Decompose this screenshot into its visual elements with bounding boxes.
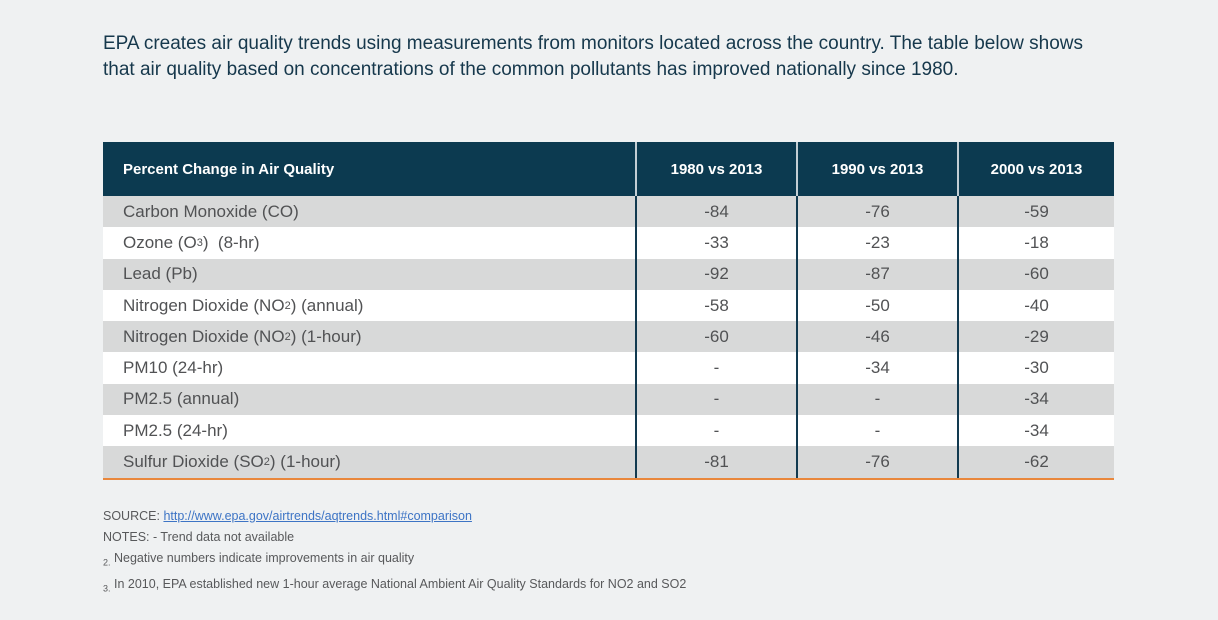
row-label: Sulfur Dioxide (SO 2) (1-hour) [123, 452, 341, 472]
source-line: SOURCE: http://www.epa.gov/airtrends/aqt… [103, 506, 686, 527]
value-cell: -40 [957, 289, 1114, 322]
value-cell: -33 [635, 227, 796, 259]
row-label: Ozone (O 3) (8-hr) [123, 232, 260, 252]
value-cell: - [635, 415, 796, 447]
row-label-suffix: ) (1-hour) [290, 326, 362, 346]
note-3: 3. In 2010, EPA established new 1-hour a… [103, 574, 686, 600]
value-cell: -23 [796, 227, 957, 259]
table-row: PM2.5 (24-hr) - - -34 [103, 415, 1114, 447]
value-cell: -84 [635, 196, 796, 228]
row-label-text: Ozone (O [123, 232, 197, 252]
table-row: Ozone (O 3) (8-hr) -33 -23 -18 [103, 227, 1114, 259]
note-3-text: In 2010, EPA established new 1-hour aver… [110, 576, 687, 591]
header-cell-1990-vs-2013: 1990 vs 2013 [796, 142, 957, 196]
value-cell: -29 [957, 321, 1114, 353]
row-label-text: PM10 (24-hr) [123, 358, 224, 378]
value-cell: -76 [796, 446, 957, 478]
footer-notes: SOURCE: http://www.epa.gov/airtrends/aqt… [103, 506, 686, 599]
value-cell: -81 [635, 446, 796, 478]
row-label: Carbon Monoxide (CO) [103, 196, 635, 227]
intro-text: EPA creates air quality trends using mea… [103, 33, 1084, 80]
row-label: Lead (Pb) [103, 259, 635, 290]
value-cell: -87 [796, 258, 957, 290]
notes-line: NOTES: - Trend data not available [103, 530, 295, 544]
table-row: Lead (Pb) -92 -87 -60 [103, 258, 1114, 290]
row-label-text: Nitrogen Dioxide (NO [123, 326, 285, 346]
row-label: PM2.5 (24-hr) [103, 415, 635, 446]
value-cell: -34 [957, 415, 1114, 447]
table-header-row: Percent Change in Air Quality 1980 vs 20… [103, 142, 1114, 196]
value-cell: - [796, 415, 957, 447]
note-2-text: Negative numbers indicate improvements i… [110, 551, 415, 565]
row-label-text: PM2.5 (annual) [123, 389, 240, 409]
note-2: 2. Negative numbers indicate improvement… [103, 548, 686, 574]
value-cell: -76 [796, 196, 957, 228]
air-quality-table: Percent Change in Air Quality 1980 vs 20… [103, 142, 1114, 480]
header-cell-2000-vs-2013: 2000 vs 2013 [957, 142, 1114, 196]
value-cell: -34 [957, 383, 1114, 416]
row-label-text: Sulfur Dioxide (SO [123, 452, 264, 472]
row-label-suffix: ) (8-hr) [202, 232, 260, 252]
note-2-marker: 2. [103, 557, 111, 568]
header-cell-pollutant: Percent Change in Air Quality [123, 160, 335, 178]
note-3-marker: 3. [103, 583, 111, 593]
table-row: Nitrogen Dioxide (NO 2) (annual) -58 -50 … [103, 289, 1114, 322]
row-label-text: PM2.5 (24-hr) [123, 420, 228, 440]
value-cell: - [635, 352, 796, 384]
row-label: PM2.5 (annual) [103, 384, 635, 415]
row-label-text: Lead (Pb) [123, 264, 198, 284]
value-cell: -59 [957, 196, 1114, 228]
value-cell: -60 [635, 321, 796, 353]
header-cell-1980-vs-2013: 1980 vs 2013 [635, 142, 796, 196]
value-cell: -18 [957, 227, 1114, 259]
source-label: SOURCE: [103, 509, 164, 523]
row-label-suffix: ) (annual) [290, 295, 364, 315]
value-cell: -30 [957, 352, 1114, 384]
value-cell: -58 [635, 289, 796, 322]
table-row: Carbon Monoxide (CO) -84 -76 -59 [103, 196, 1114, 228]
value-cell: -46 [796, 321, 957, 353]
value-cell: -50 [796, 289, 957, 322]
table-row: Sulfur Dioxide (SO 2) (1-hour) -81 -76 -6… [103, 446, 1114, 478]
table-row: Nitrogen Dioxide (NO 2) (1-hour) -60 -46 … [103, 321, 1114, 353]
value-cell: - [635, 383, 796, 416]
value-cell: -62 [957, 446, 1114, 478]
row-label: PM10 (24-hr) [103, 352, 635, 383]
value-cell: - [796, 383, 957, 416]
row-label: Nitrogen Dioxide (NO 2) (annual) [123, 295, 364, 315]
value-cell: -92 [635, 258, 796, 290]
value-cell: -34 [796, 352, 957, 384]
row-label-text: Carbon Monoxide (CO) [123, 201, 299, 221]
table-row: PM2.5 (annual) - - -34 [103, 383, 1114, 416]
value-cell: -60 [957, 258, 1114, 290]
row-label: Nitrogen Dioxide (NO 2) (1-hour) [123, 326, 362, 346]
row-label-suffix: ) (1-hour) [269, 452, 341, 472]
row-label-text: Nitrogen Dioxide (NO [123, 295, 285, 315]
table-row: PM10 (24-hr) - -34 -30 [103, 352, 1114, 384]
source-link[interactable]: http://www.epa.gov/airtrends/aqtrends.ht… [163, 509, 472, 523]
